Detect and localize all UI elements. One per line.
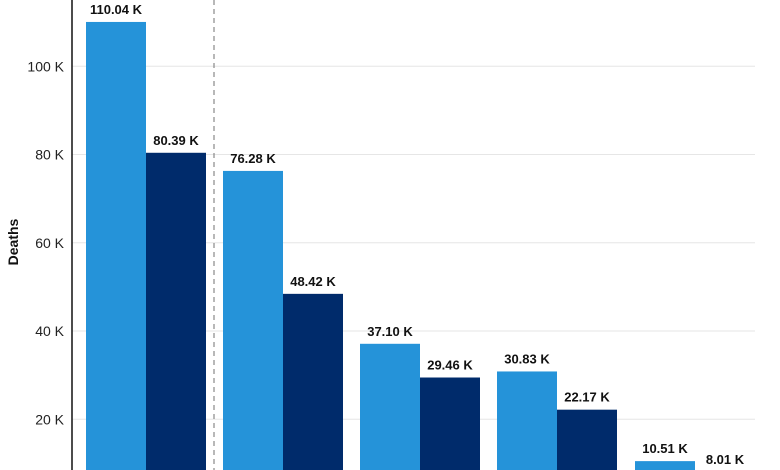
data-labels: 110.04 K 76.28 K 37.10 K 30.83 K 10.51 K 80.3… xyxy=(90,2,745,467)
bar xyxy=(283,293,343,470)
bars xyxy=(86,21,695,470)
bar-value-label: 10.51 K xyxy=(642,441,688,456)
bar xyxy=(146,152,206,470)
bar-value-label: 30.83 K xyxy=(504,351,550,366)
bar-value-label: 110.04 K xyxy=(90,2,143,17)
y-tick-label: 20 K xyxy=(35,411,64,427)
bar xyxy=(223,170,283,470)
bar xyxy=(86,21,146,470)
bar xyxy=(557,409,617,470)
bar-value-label: 22.17 K xyxy=(564,390,610,405)
bar-value-label: 37.10 K xyxy=(367,324,413,339)
bar xyxy=(420,377,480,470)
bar xyxy=(360,343,420,470)
bar-value-label: 76.28 K xyxy=(230,151,276,166)
y-tick-label: 100 K xyxy=(27,58,64,74)
y-tick-label: 40 K xyxy=(35,323,64,339)
y-tick-label: 60 K xyxy=(35,235,64,251)
bar-value-label: 48.42 K xyxy=(290,274,336,289)
y-axis-ticks: 20 K 40 K 60 K 80 K 100 K xyxy=(27,58,64,427)
bar-value-label: 8.01 K xyxy=(706,452,745,467)
y-axis-title: Deaths xyxy=(5,218,21,265)
bar-value-label: 80.39 K xyxy=(153,133,199,148)
bar xyxy=(497,371,557,470)
bar-value-label: 29.46 K xyxy=(427,358,473,373)
y-tick-label: 80 K xyxy=(35,147,64,163)
bar xyxy=(635,461,695,470)
